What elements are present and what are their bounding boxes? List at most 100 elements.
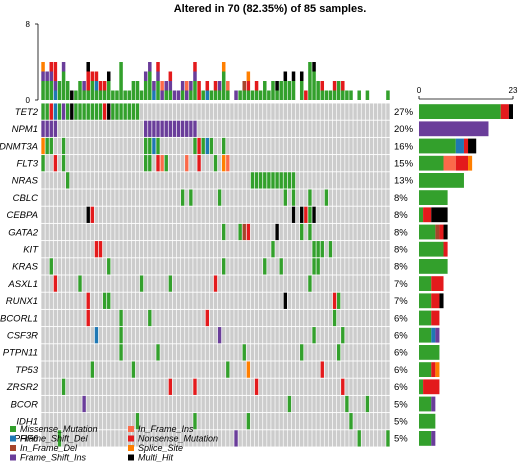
empty-cell xyxy=(222,327,226,344)
empty-cell xyxy=(180,395,185,413)
mutation-cell xyxy=(148,155,152,172)
mutation-cell xyxy=(283,189,288,206)
empty-cell xyxy=(246,395,251,413)
empty-cell xyxy=(332,206,337,223)
mutation-cell xyxy=(45,103,49,120)
empty-cell xyxy=(213,258,218,275)
sample-bar-segment xyxy=(324,90,329,100)
empty-cell xyxy=(295,309,300,327)
empty-cell xyxy=(341,275,345,292)
empty-cell xyxy=(201,172,205,189)
sample-bar-segment xyxy=(185,81,189,91)
empty-cell xyxy=(382,241,386,258)
mutation-cell xyxy=(287,395,292,413)
empty-cell xyxy=(328,103,333,120)
mutation-cell xyxy=(238,223,242,241)
empty-cell xyxy=(123,395,127,413)
sample-bar-segment xyxy=(49,81,54,100)
empty-cell xyxy=(341,120,345,137)
mutation-cell xyxy=(291,206,296,223)
empty-cell xyxy=(123,241,127,258)
empty-cell xyxy=(222,103,226,120)
mutation-cell xyxy=(107,258,111,275)
empty-cell xyxy=(226,430,230,447)
empty-cell xyxy=(65,344,70,361)
empty-cell xyxy=(53,137,58,155)
empty-cell xyxy=(267,120,271,137)
empty-cell xyxy=(242,103,246,120)
empty-cell xyxy=(373,206,378,223)
empty-cell xyxy=(70,361,74,378)
empty-cell xyxy=(308,241,312,258)
mutation-cell xyxy=(300,223,304,241)
empty-cell xyxy=(57,292,62,309)
empty-cell xyxy=(295,206,300,223)
empty-cell xyxy=(222,206,226,223)
empty-cell xyxy=(263,241,267,258)
mutation-cell xyxy=(246,413,251,430)
empty-cell xyxy=(365,258,370,275)
empty-cell xyxy=(127,172,131,189)
empty-cell xyxy=(386,206,390,223)
empty-cell xyxy=(217,395,222,413)
empty-cell xyxy=(213,241,218,258)
gene-label: RUNX1 xyxy=(6,296,38,307)
empty-cell xyxy=(263,120,267,137)
chart-title: Altered in 70 (82.35%) of 85 samples. xyxy=(174,3,367,15)
empty-cell xyxy=(144,309,148,327)
empty-cell xyxy=(324,258,329,275)
empty-cell xyxy=(78,258,82,275)
empty-cell xyxy=(234,344,238,361)
empty-cell xyxy=(312,430,316,447)
sample-bar-segment xyxy=(209,90,214,100)
empty-cell xyxy=(82,223,86,241)
empty-cell xyxy=(341,223,345,241)
mutation-cell xyxy=(324,189,329,206)
empty-cell xyxy=(115,172,119,189)
mutation-cell xyxy=(90,361,95,378)
mutation-cell xyxy=(144,137,148,155)
empty-cell xyxy=(332,395,337,413)
empty-cell xyxy=(287,344,292,361)
empty-cell xyxy=(365,120,370,137)
sample-bar-segment xyxy=(336,81,341,100)
empty-cell xyxy=(332,223,337,241)
empty-cell xyxy=(90,378,95,395)
empty-cell xyxy=(168,327,173,344)
empty-cell xyxy=(267,395,271,413)
empty-cell xyxy=(304,241,308,258)
empty-cell xyxy=(98,361,103,378)
empty-cell xyxy=(119,258,123,275)
sample-bar-segment xyxy=(156,62,160,72)
empty-cell xyxy=(172,137,177,155)
empty-cell xyxy=(234,120,238,137)
empty-cell xyxy=(378,189,382,206)
empty-cell xyxy=(345,172,349,189)
empty-cell xyxy=(258,137,263,155)
empty-cell xyxy=(308,327,312,344)
empty-cell xyxy=(242,258,246,275)
empty-cell xyxy=(373,430,378,447)
empty-cell xyxy=(361,275,366,292)
empty-cell xyxy=(328,172,333,189)
empty-cell xyxy=(267,361,271,378)
empty-cell xyxy=(61,430,66,447)
empty-cell xyxy=(246,430,251,447)
empty-cell xyxy=(78,327,82,344)
gene-bar-segment xyxy=(419,310,432,326)
empty-cell xyxy=(304,309,308,327)
empty-cell xyxy=(160,327,164,344)
empty-cell xyxy=(94,137,99,155)
empty-cell xyxy=(382,155,386,172)
mutation-cell xyxy=(61,155,66,172)
empty-cell xyxy=(320,395,324,413)
empty-cell xyxy=(152,430,156,447)
empty-cell xyxy=(139,258,144,275)
empty-cell xyxy=(222,430,226,447)
empty-cell xyxy=(386,327,390,344)
empty-cell xyxy=(86,241,90,258)
empty-cell xyxy=(238,155,242,172)
empty-cell xyxy=(300,361,304,378)
empty-cell xyxy=(279,309,283,327)
empty-cell xyxy=(230,413,234,430)
